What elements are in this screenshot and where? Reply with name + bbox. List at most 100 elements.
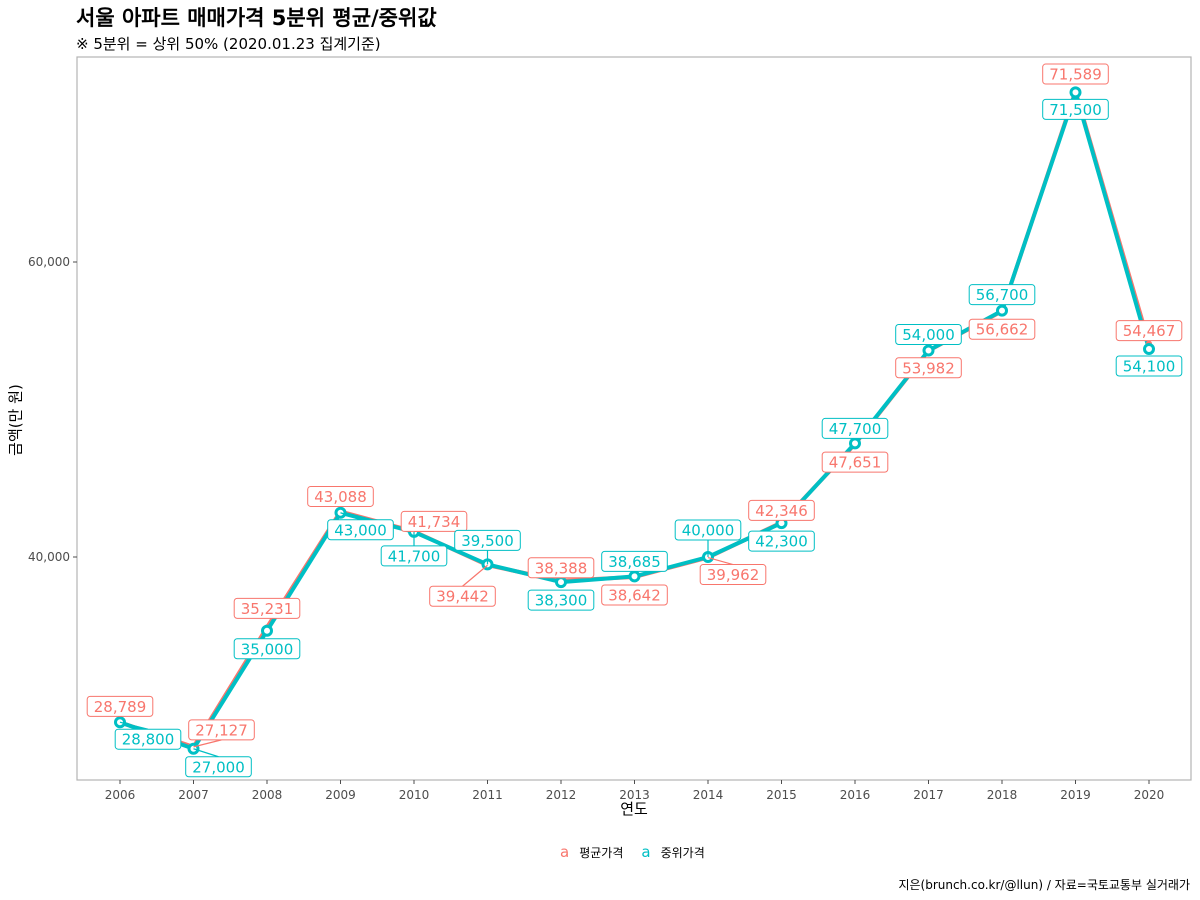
- chart-title: 서울 아파트 매매가격 5분위 평균/중위값: [76, 6, 437, 30]
- median-point: [628, 570, 641, 583]
- mean-label-box: [699, 564, 767, 586]
- mean-data-label: 38,642: [608, 587, 661, 605]
- x-tick-label: 2017: [913, 788, 944, 802]
- chart-caption: 지은(brunch.co.kr/@llun) / 자료=국토교통부 실거래가: [898, 878, 1190, 892]
- median-point: [1143, 343, 1155, 356]
- median-label-box: [380, 545, 448, 567]
- median-data-label: 71,500: [1049, 101, 1102, 119]
- mean-label-leader: [707, 556, 734, 566]
- median-label-box: [527, 589, 595, 611]
- median-point: [261, 624, 273, 637]
- median-label-leader: [119, 721, 149, 730]
- mean-label-box: [233, 597, 301, 619]
- mean-data-label: 42,346: [755, 502, 808, 520]
- mean-data-label: 71,589: [1049, 66, 1102, 84]
- median-data-label: 47,700: [829, 420, 882, 438]
- median-point: [555, 576, 567, 589]
- mean-label-box: [1042, 63, 1109, 85]
- median-data-label: 40,000: [682, 522, 735, 540]
- mean-label-box: [968, 318, 1036, 340]
- x-tick-label: 2014: [693, 788, 724, 802]
- x-tick-label: 2008: [252, 788, 283, 802]
- median-data-label: 38,300: [535, 592, 588, 610]
- x-axis-label: 연도: [620, 800, 648, 818]
- mean-label-box: [86, 695, 154, 717]
- median-label-box: [601, 550, 668, 572]
- y-tick-label: 60,000: [28, 255, 70, 269]
- median-label-box: [674, 519, 742, 541]
- median-data-label: 42,300: [755, 533, 808, 551]
- plot-panel: [76, 56, 1192, 781]
- legend-label-mean: 평균가격: [579, 845, 624, 860]
- median-data-label: 43,000: [334, 521, 387, 539]
- median-label-box: [821, 417, 889, 439]
- mean-label-box: [895, 357, 962, 379]
- median-data-label: 35,000: [241, 640, 294, 658]
- median-data-label: 54,100: [1123, 358, 1176, 376]
- median-point: [996, 304, 1008, 317]
- mean-label-box: [821, 451, 889, 473]
- median-point: [1069, 86, 1082, 99]
- median-label-box: [1042, 98, 1109, 120]
- mean-label-box: [527, 557, 595, 579]
- y-tick-label: 40,000: [28, 550, 70, 564]
- median-label-box: [968, 284, 1036, 306]
- mean-label-box: [400, 510, 468, 532]
- median-data-label: 54,000: [902, 326, 955, 344]
- mean-data-label: 39,962: [707, 566, 760, 584]
- median-label-box: [895, 324, 962, 345]
- median-label-box: [185, 756, 252, 778]
- y-axis-label: 금액(만 원): [6, 384, 25, 456]
- median-label-box: [1115, 355, 1183, 377]
- mean-label-box: [429, 585, 496, 607]
- mean-label-box: [601, 584, 668, 606]
- legend: a 평균가격 a 중위가격: [560, 843, 723, 861]
- x-tick-label: 2007: [178, 788, 209, 802]
- median-label-box: [454, 529, 521, 551]
- x-tick-label: 2018: [987, 788, 1018, 802]
- mean-label-box: [188, 719, 255, 741]
- median-data-label: 39,500: [461, 532, 514, 550]
- median-data-label: 56,700: [976, 286, 1029, 304]
- median-label-leader: [340, 512, 361, 521]
- legend-key-mean: a: [560, 843, 570, 861]
- median-data-label: 38,685: [608, 553, 661, 571]
- mean-label-box: [307, 485, 374, 507]
- mean-label-box: [1115, 320, 1183, 342]
- legend-label-median: 중위가격: [660, 845, 705, 860]
- median-data-label: 41,700: [388, 547, 441, 565]
- mean-label-leader: [193, 739, 222, 748]
- mean-data-label: 28,789: [94, 698, 147, 716]
- median-data-label: 28,800: [122, 731, 175, 749]
- median-label-box: [748, 530, 815, 552]
- mean-label-box: [748, 499, 815, 521]
- x-tick-label: 2006: [105, 788, 136, 802]
- mean-data-label: 53,982: [902, 359, 955, 377]
- x-tick-label: 2012: [546, 788, 577, 802]
- mean-data-label: 38,388: [535, 559, 588, 577]
- mean-data-label: 39,442: [436, 588, 489, 606]
- legend-key-median: a: [641, 843, 651, 861]
- x-tick-label: 2019: [1060, 788, 1091, 802]
- x-tick-label: 2015: [766, 788, 797, 802]
- chart-subtitle: ※ 5분위 = 상위 50% (2020.01.23 집계기준): [76, 35, 381, 53]
- x-tick-label: 2013: [619, 788, 650, 802]
- median-label-box: [327, 519, 394, 541]
- x-tick-label: 2011: [472, 788, 503, 802]
- mean-label-leader: [462, 564, 488, 587]
- mean-data-label: 56,662: [976, 321, 1029, 339]
- median-data-label: 27,000: [192, 758, 245, 776]
- mean-data-label: 27,127: [195, 721, 248, 739]
- x-tick-label: 2020: [1134, 788, 1165, 802]
- median-point: [849, 437, 861, 450]
- x-tick-label: 2010: [399, 788, 430, 802]
- mean-data-label: 35,231: [241, 600, 294, 618]
- mean-data-label: 41,734: [408, 513, 461, 531]
- median-label-leader: [193, 748, 219, 758]
- mean-data-label: 43,088: [314, 488, 367, 506]
- x-tick-label: 2009: [325, 788, 356, 802]
- mean-data-label: 54,467: [1123, 322, 1176, 340]
- mean-data-label: 47,651: [829, 454, 882, 472]
- x-tick-label: 2016: [840, 788, 871, 802]
